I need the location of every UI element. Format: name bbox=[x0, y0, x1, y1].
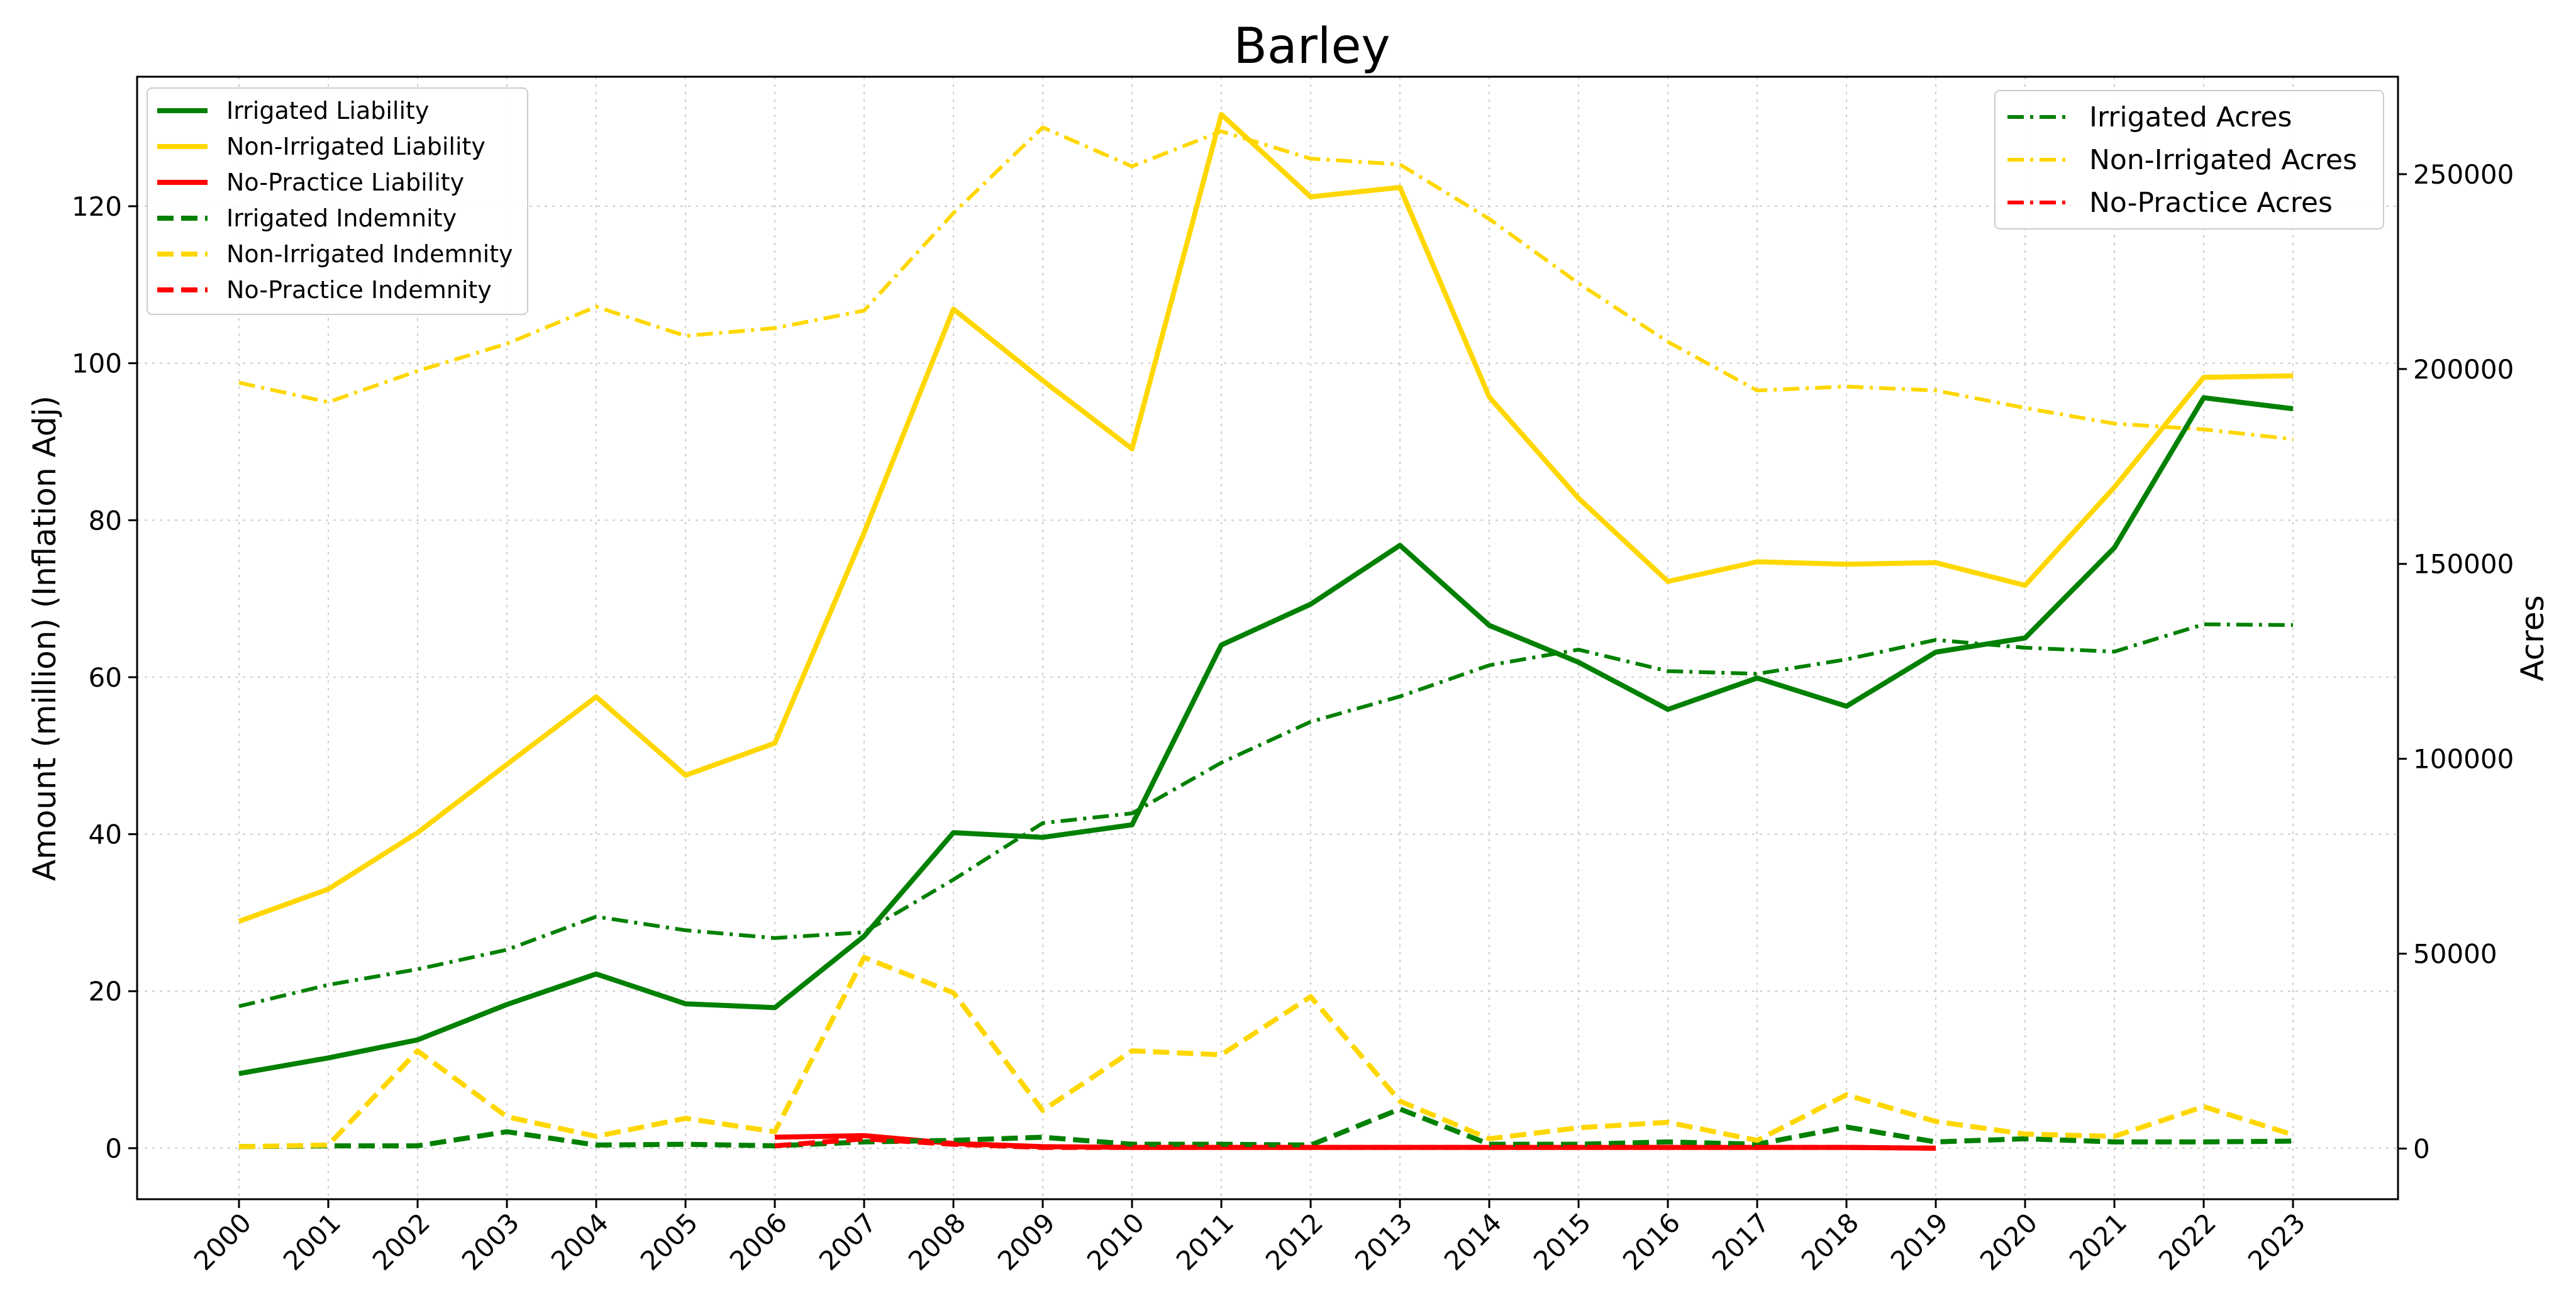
y-tick-label: 60 bbox=[89, 662, 122, 693]
legend-label-non-irrigated-indemnity: Non-Irrigated Indemnity bbox=[226, 240, 513, 268]
y2-tick-label: 0 bbox=[2413, 1133, 2430, 1164]
y2-tick-label: 100000 bbox=[2413, 744, 2514, 775]
y2-axis-label: Acres bbox=[2514, 595, 2551, 681]
legend-left: Irrigated Liability Non-Irrigated Liabili… bbox=[147, 87, 528, 315]
y2-tick-label: 50000 bbox=[2413, 939, 2497, 970]
legend-label-non-irrigated-liability: Non-Irrigated Liability bbox=[226, 133, 486, 160]
y2-tick-label: 250000 bbox=[2413, 159, 2514, 190]
y2-tick-label: 200000 bbox=[2413, 354, 2514, 385]
series-no-practice-indemnity bbox=[774, 1136, 1936, 1151]
y-tick-label: 100 bbox=[72, 348, 122, 379]
y-axis-left: 0 20 40 60 80 100 120 bbox=[72, 191, 137, 1164]
y2-tick-label: 150000 bbox=[2413, 549, 2514, 580]
y-tick-label: 80 bbox=[89, 505, 122, 536]
legend-label-irrigated-acres: Irrigated Acres bbox=[2089, 101, 2292, 133]
legend-right-box bbox=[1994, 90, 2384, 230]
chart-title: Barley bbox=[1233, 18, 1390, 75]
series-irrigated-indemnity bbox=[238, 1106, 2294, 1150]
series-non-irrigated-indemnity bbox=[238, 955, 2294, 1150]
legend-label-irrigated-indemnity: Irrigated Indemnity bbox=[226, 204, 457, 232]
y-tick-label: 20 bbox=[89, 976, 122, 1007]
y-axis-label: Amount (million) (Inflation Adj) bbox=[26, 396, 63, 881]
legend-label-no-practice-acres: No-Practice Acres bbox=[2089, 187, 2333, 219]
legend-left-box bbox=[147, 87, 528, 315]
series-irrigated-acres bbox=[238, 622, 2294, 1009]
legend-label-irrigated-liability: Irrigated Liability bbox=[226, 97, 429, 125]
y-tick-label: 0 bbox=[105, 1133, 122, 1164]
y-tick-label: 120 bbox=[72, 191, 122, 222]
legend-right: Irrigated Acres Non-Irrigated Acres No-Pra… bbox=[1994, 90, 2384, 230]
y-axis-right: 0 50000 100000 150000 200000 250000 bbox=[2398, 159, 2514, 1164]
series-layer bbox=[238, 111, 2294, 1151]
legend-label-no-practice-liability: No-Practice Liability bbox=[226, 169, 464, 196]
legend-label-no-practice-indemnity: No-Practice Indemnity bbox=[226, 276, 492, 304]
series-non-irrigated-acres bbox=[238, 125, 2294, 441]
series-non-irrigated-liability bbox=[238, 111, 2294, 924]
plot-frame bbox=[136, 75, 2399, 1200]
series-irrigated-liability bbox=[238, 395, 2294, 1077]
legend-label-non-irrigated-acres: Non-Irrigated Acres bbox=[2089, 144, 2357, 176]
y-tick-label: 40 bbox=[89, 819, 122, 850]
